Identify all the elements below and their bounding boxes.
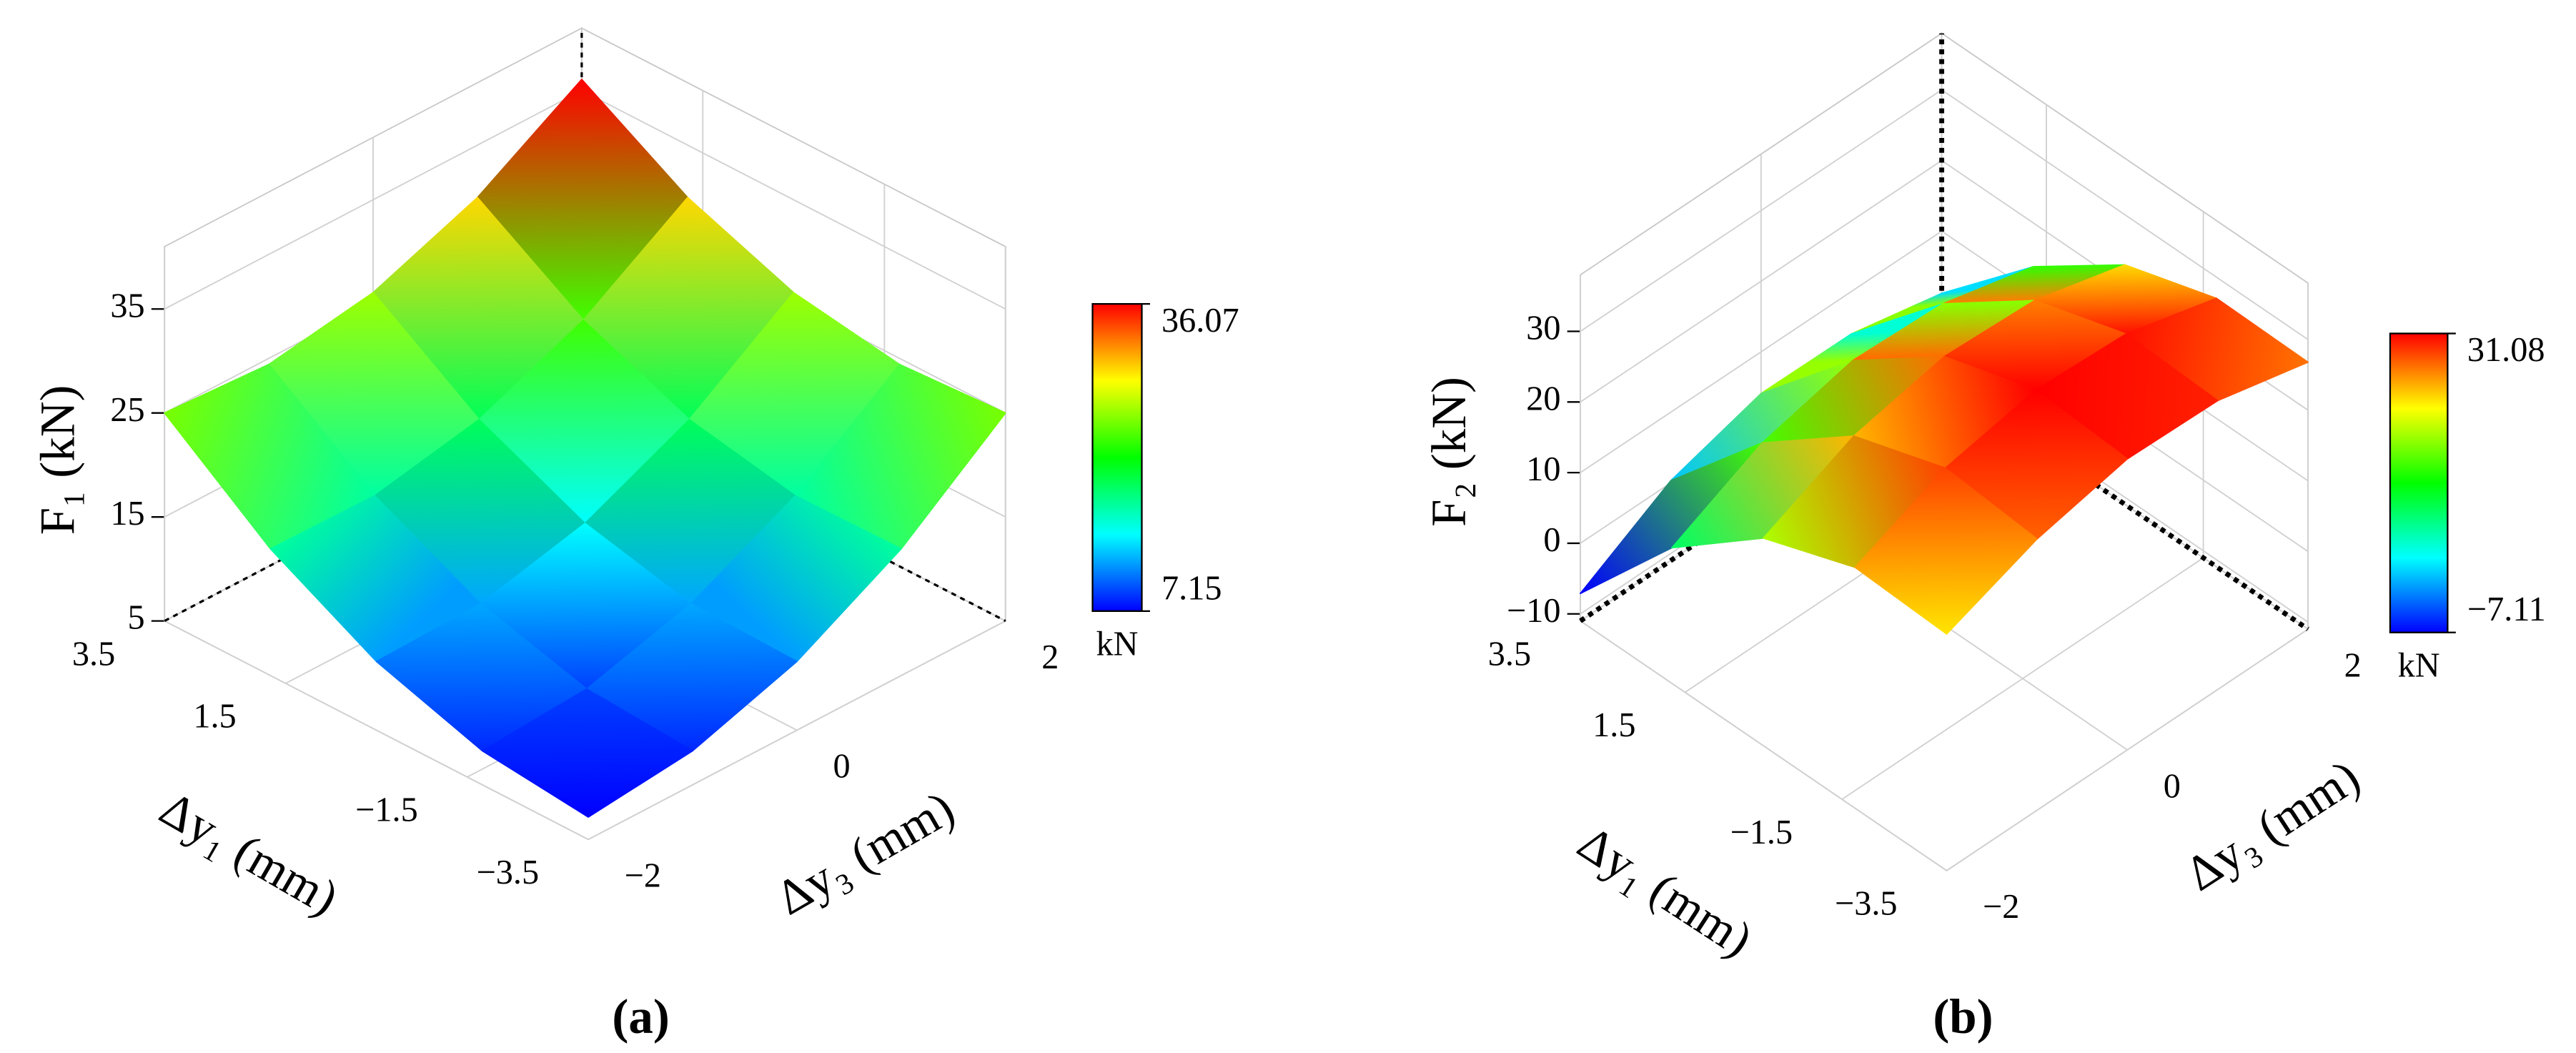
surface-patch xyxy=(1854,467,2038,635)
z-tick-label: 10 xyxy=(1526,450,1560,488)
y-axis-title: Δy₃ (mm) xyxy=(767,781,963,925)
x-tick-label: −3.5 xyxy=(477,854,540,891)
y-tick-label: 0 xyxy=(2164,767,2181,805)
colorbar-tick-label: 36.07 xyxy=(1161,302,1239,340)
colorbar-tick-label: 31.08 xyxy=(2467,331,2545,369)
z-axis-title: F₂ (kN) xyxy=(1422,377,1476,527)
z-axis-title: F₁ (kN) xyxy=(31,385,85,535)
panel-label: (a) xyxy=(612,989,669,1044)
x-tick-label: −1.5 xyxy=(355,791,418,829)
z-tick-label: 30 xyxy=(1526,310,1560,347)
z-tick-label: 5 xyxy=(127,599,144,637)
y-tick-label: −2 xyxy=(625,856,661,894)
colorbar-unit: kN xyxy=(2398,646,2440,684)
x-tick-label: −1.5 xyxy=(1730,814,1793,851)
y-tick-label: 0 xyxy=(833,748,850,786)
x-tick-label: 3.5 xyxy=(72,635,115,673)
colorbar xyxy=(1091,302,1143,612)
colorbar-tick-label: 7.15 xyxy=(1161,569,1222,607)
z-tick-label: 0 xyxy=(1543,521,1560,559)
y-tick-label: 2 xyxy=(1041,638,1059,676)
y-tick-label: 2 xyxy=(2344,646,2362,684)
z-tick-label: 35 xyxy=(110,287,144,325)
z-tick-label: 20 xyxy=(1526,380,1560,417)
colorbar-tick-label: −7.11 xyxy=(2467,590,2546,628)
x-axis-title: Δy₁ (mm) xyxy=(151,781,347,925)
y-axis-title: Δy₃ (mm) xyxy=(2176,749,2369,901)
surface-patch xyxy=(481,688,693,818)
colorbar-unit: kN xyxy=(1096,625,1139,663)
y-tick-label: −2 xyxy=(1983,888,2019,926)
x-tick-label: 1.5 xyxy=(1592,706,1635,744)
z-tick-label: 25 xyxy=(110,391,144,429)
x-tick-label: 3.5 xyxy=(1488,635,1531,673)
x-tick-label: −3.5 xyxy=(1835,885,1898,923)
z-tick-label: −10 xyxy=(1507,592,1560,630)
panel-label: (b) xyxy=(1933,989,1993,1044)
x-tick-label: 1.5 xyxy=(193,698,236,736)
z-tick-label: 15 xyxy=(110,495,144,533)
colorbar xyxy=(2389,332,2449,633)
